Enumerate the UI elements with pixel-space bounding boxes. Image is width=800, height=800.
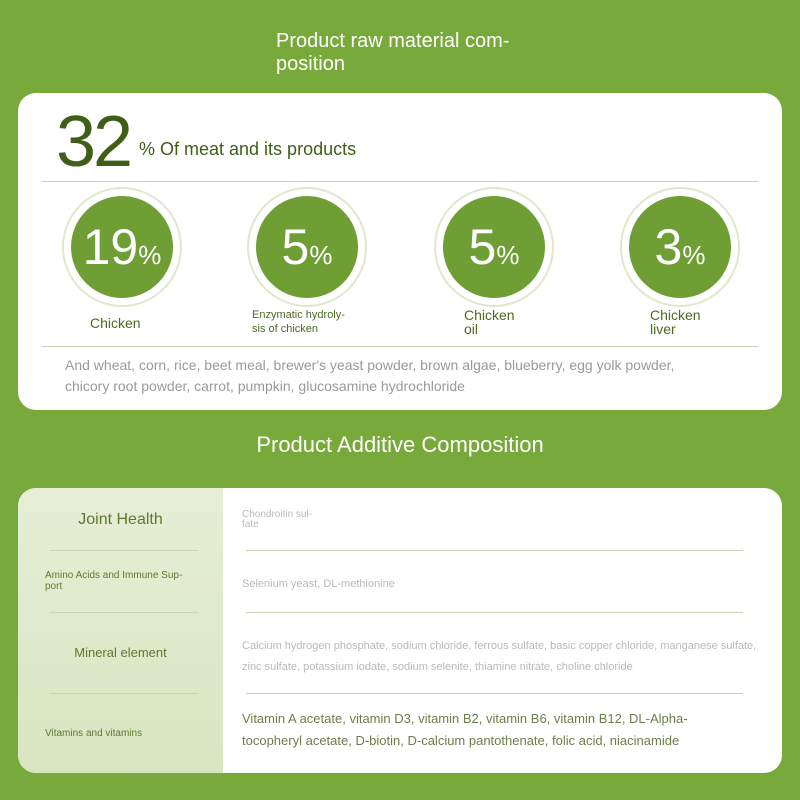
text-line: chicory root powder, carrot, pumpkin, gl… xyxy=(65,378,465,394)
percent-circle: 3% xyxy=(620,187,740,307)
category-line: Joint Health xyxy=(78,510,163,528)
divider xyxy=(42,181,758,182)
ingredient-line: zinc sulfate, potassium iodate, sodium s… xyxy=(242,661,633,673)
percent-value: 19 xyxy=(82,219,139,275)
category: Mineral element xyxy=(18,612,223,693)
category-line: port xyxy=(45,581,63,592)
label-line: oil xyxy=(464,321,479,337)
percent-circle: 5% xyxy=(247,187,367,307)
divider xyxy=(246,612,743,613)
title-line: position xyxy=(276,53,345,75)
circle-fill: 19% xyxy=(71,196,173,298)
percent-sign: % xyxy=(682,240,706,270)
percent-sign: % xyxy=(309,240,333,270)
title-line: Product raw material com- xyxy=(276,30,510,52)
item-label: Chicken xyxy=(90,316,141,330)
ingredients: Vitamin A acetate, vitamin D3, vitamin B… xyxy=(242,708,688,752)
text-line: And wheat, corn, rice, beet meal, brewer… xyxy=(65,357,675,373)
divider xyxy=(42,346,758,347)
ingredients: Selenium yeast, DL-methionine xyxy=(242,574,395,595)
circle-fill: 3% xyxy=(629,196,731,298)
category-line: Amino Acids and Immune Sup- xyxy=(45,570,183,581)
ingredients: Chondroitin sul-fate xyxy=(242,510,312,530)
percent-sign: % xyxy=(496,240,520,270)
ingredient-line: Selenium yeast, DL-methionine xyxy=(242,578,395,590)
label-line: Chicken xyxy=(650,307,701,323)
item-label: Chicken oil xyxy=(464,308,515,336)
divider xyxy=(246,550,743,551)
label-line: liver xyxy=(650,321,676,337)
other-ingredients: And wheat, corn, rice, beet meal, brewer… xyxy=(65,355,674,397)
divider xyxy=(50,550,198,551)
item-label: Chicken liver xyxy=(650,308,701,336)
raw-material-card: 32 % Of meat and its products And wheat,… xyxy=(18,93,782,410)
category-line: Vitamins and vitamins xyxy=(45,727,143,739)
category-line: Mineral element xyxy=(74,644,167,660)
ingredient-line: Vitamin A acetate, vitamin D3, vitamin B… xyxy=(242,711,688,726)
label-line: Chicken xyxy=(464,307,515,323)
divider xyxy=(246,693,743,694)
headline-value: 32 xyxy=(56,102,133,182)
label-line: sis of chicken xyxy=(252,323,319,335)
category-column xyxy=(18,488,223,773)
percent-value: 5 xyxy=(468,219,497,275)
circle-fill: 5% xyxy=(256,196,358,298)
ingredient-line: fate xyxy=(242,519,259,530)
category: Vitamins and vitamins xyxy=(18,693,223,773)
additive-card: Joint Health Chondroitin sul-fate Amino Ac… xyxy=(18,488,782,773)
category: Amino Acids and Immune Sup-port xyxy=(18,550,223,612)
divider xyxy=(50,693,198,694)
category: Joint Health xyxy=(18,488,223,550)
ingredient-line: Calcium hydrogen phosphate, sodium chlor… xyxy=(242,640,757,652)
ingredient-line: tocopheryl acetate, D-biotin, D-calcium … xyxy=(242,733,680,748)
percent-circle: 19% xyxy=(62,187,182,307)
additive-title: Product Additive Composition xyxy=(256,432,544,457)
title: Product raw material com- position xyxy=(276,30,509,76)
percent-circle: 5% xyxy=(434,187,554,307)
headline-text: % Of meat and its products xyxy=(139,139,357,159)
item-label: Enzymatic hydroly-sis of chicken xyxy=(252,308,345,336)
percent-value: 3 xyxy=(654,219,683,275)
label-line: Chicken xyxy=(90,315,141,331)
percent-value: 5 xyxy=(281,219,310,275)
divider xyxy=(50,612,198,613)
ingredient-line: Chondroitin sul- xyxy=(242,509,313,520)
percent-sign: % xyxy=(138,240,162,270)
ingredients: Calcium hydrogen phosphate, sodium chlor… xyxy=(242,636,756,678)
circle-fill: 5% xyxy=(443,196,545,298)
label-line: Enzymatic hydroly- xyxy=(252,309,345,321)
